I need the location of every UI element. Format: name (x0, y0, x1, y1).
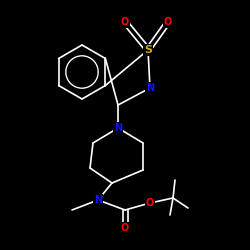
Text: O: O (121, 223, 129, 233)
Text: O: O (146, 198, 154, 208)
Text: N: N (114, 123, 122, 133)
Text: N: N (94, 195, 102, 205)
Text: N: N (146, 83, 154, 93)
Text: O: O (164, 17, 172, 27)
Text: S: S (144, 45, 152, 55)
Text: O: O (121, 17, 129, 27)
